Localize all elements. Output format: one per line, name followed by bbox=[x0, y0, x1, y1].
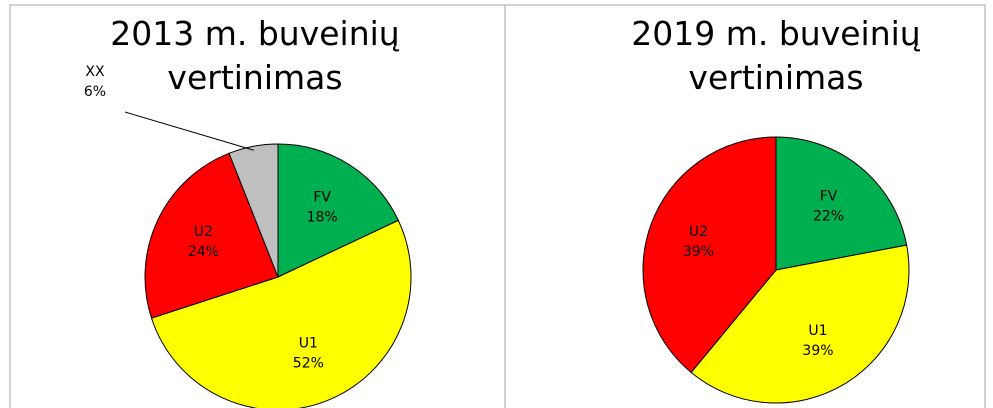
pie-slice bbox=[144, 152, 279, 319]
pie-slice bbox=[277, 143, 400, 278]
pie-slice bbox=[775, 136, 908, 271]
data-label-name: XX bbox=[85, 64, 105, 80]
data-label-value: 18% bbox=[307, 209, 338, 225]
data-label-value: 6% bbox=[84, 84, 106, 100]
leader-line bbox=[124, 111, 254, 151]
data-label-value: 52% bbox=[293, 356, 324, 372]
data-label-value: 22% bbox=[813, 208, 844, 224]
data-label-name: U2 bbox=[194, 224, 213, 240]
pie-slice bbox=[690, 244, 910, 404]
pie-slice bbox=[228, 143, 279, 278]
panel-border bbox=[504, 4, 986, 408]
chart-title: 2013 m. buveinių vertinimas bbox=[110, 14, 400, 97]
chart-title: 2019 m. buveinių vertinimas bbox=[631, 14, 921, 97]
data-label-name: FV bbox=[313, 189, 331, 205]
data-label-value: 39% bbox=[802, 343, 833, 359]
data-label-value: 24% bbox=[188, 244, 219, 260]
data-label-name: U2 bbox=[689, 224, 708, 240]
data-label-name: U1 bbox=[808, 323, 827, 339]
pie-slice bbox=[150, 219, 412, 408]
pie-slice bbox=[642, 136, 777, 374]
data-label-name: U1 bbox=[299, 336, 318, 352]
data-label-name: FV bbox=[820, 188, 838, 204]
data-label-value: 39% bbox=[683, 244, 714, 260]
